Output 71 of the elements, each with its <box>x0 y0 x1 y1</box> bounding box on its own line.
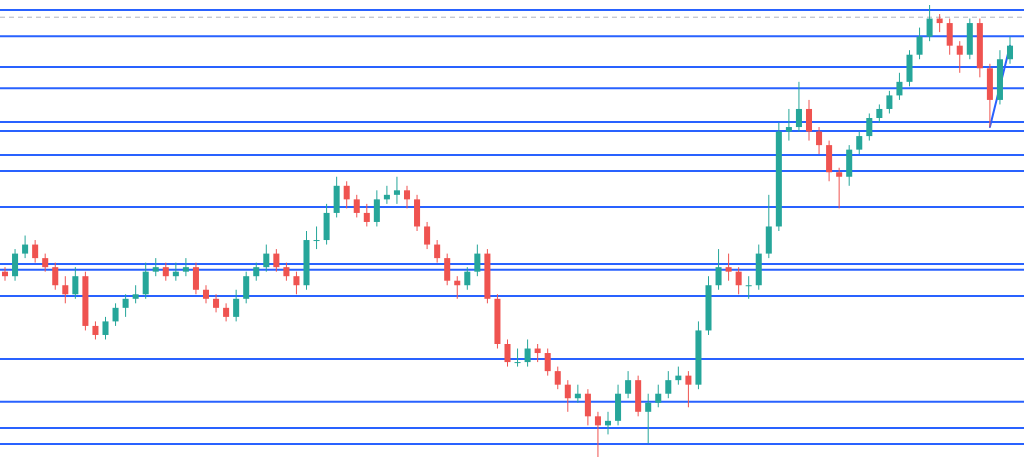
candlestick <box>916 27 923 60</box>
candlestick <box>152 257 159 277</box>
candlestick <box>283 262 290 282</box>
candlestick <box>715 248 722 291</box>
candlestick <box>725 253 732 282</box>
candlestick <box>162 262 169 282</box>
candlestick <box>655 384 662 408</box>
candlestick <box>142 262 149 300</box>
candlestick <box>645 393 652 444</box>
candlestick <box>1006 36 1014 65</box>
candlestick <box>584 388 591 426</box>
candlestick <box>685 370 692 408</box>
candlestick <box>424 221 431 250</box>
candlestick <box>192 262 199 295</box>
candlestick <box>795 81 802 133</box>
candlestick <box>313 225 320 250</box>
candlestick <box>434 239 441 264</box>
candlestick <box>273 248 280 273</box>
candlestick <box>213 293 220 313</box>
candlestick <box>866 112 873 142</box>
candlestick <box>22 235 29 259</box>
candlestick <box>393 176 400 205</box>
candlestick <box>12 248 19 282</box>
candlestick <box>243 271 250 304</box>
candlestick <box>132 284 139 304</box>
candlestick <box>253 262 260 282</box>
candlestick <box>524 338 531 368</box>
candlestick <box>594 411 601 458</box>
candlestick <box>785 108 792 142</box>
candlestick <box>202 284 210 304</box>
candlestick <box>72 266 79 300</box>
candlestick <box>946 18 953 56</box>
candlestick <box>52 262 59 291</box>
candlestick <box>223 302 230 322</box>
candlestick <box>665 370 672 399</box>
candlestick <box>263 244 270 273</box>
candlestick <box>32 239 39 264</box>
candlestick <box>564 379 571 413</box>
candlestick <box>233 289 240 322</box>
candlestick <box>504 338 511 368</box>
candlestick <box>554 366 561 390</box>
candlestick <box>735 266 742 295</box>
candlestick <box>474 244 481 277</box>
candlestick <box>102 316 109 340</box>
candlestick <box>353 194 360 218</box>
candlestick <box>886 90 893 114</box>
candlestick <box>876 103 883 124</box>
candlestick <box>92 320 99 340</box>
candlestick <box>896 72 903 101</box>
candlestick <box>403 185 411 209</box>
candlestick <box>856 131 863 155</box>
candlestick <box>112 302 119 327</box>
candlestick <box>956 40 963 74</box>
candlestick <box>363 203 370 227</box>
candlestick <box>836 167 843 209</box>
candlestick <box>625 370 632 399</box>
candlestick <box>926 4 933 42</box>
candlestick <box>42 253 49 273</box>
candlestick <box>544 348 551 377</box>
candlestick <box>293 271 300 295</box>
candlestick <box>816 126 823 155</box>
candlestick <box>182 257 189 277</box>
candlestick <box>805 99 813 142</box>
candlestick <box>464 266 471 291</box>
candlestick <box>373 189 380 227</box>
candlestick <box>514 348 521 368</box>
candlestick <box>62 275 69 304</box>
candlestick <box>745 275 752 300</box>
candlestick <box>122 293 129 318</box>
candlestick <box>444 253 451 286</box>
candlestick <box>343 180 350 209</box>
